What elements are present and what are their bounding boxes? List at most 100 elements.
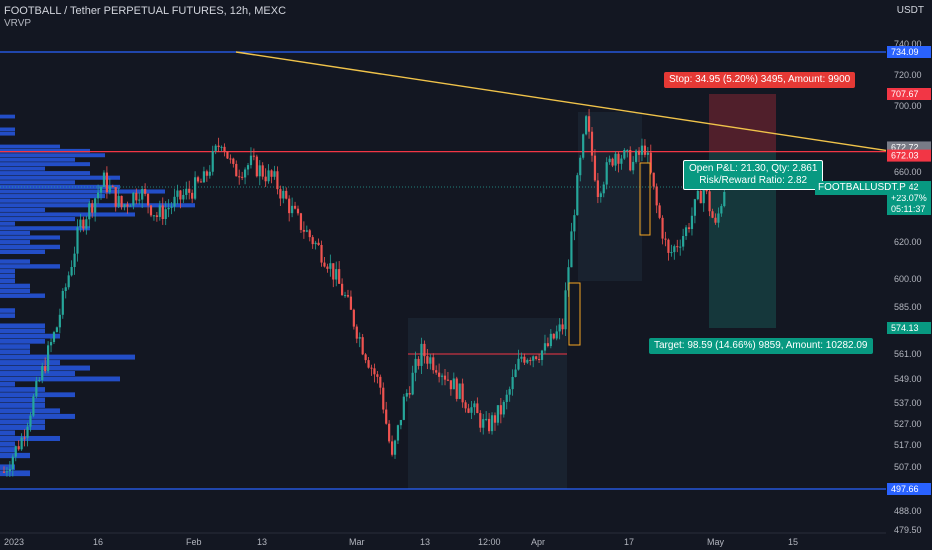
price-tick-label: 700.00 xyxy=(894,101,922,111)
candle-body xyxy=(196,177,200,182)
candle-body xyxy=(499,405,502,415)
candle-body xyxy=(217,145,220,148)
candle-body xyxy=(670,252,673,254)
candle-body xyxy=(226,151,229,159)
candle-body xyxy=(305,230,308,232)
candle-body xyxy=(279,189,282,199)
candle-body xyxy=(270,170,273,177)
candle-body xyxy=(285,190,288,199)
price-tick-label: 479.50 xyxy=(894,525,922,535)
candle-body xyxy=(199,181,203,183)
candle-body xyxy=(585,116,588,135)
candle-body xyxy=(173,196,176,207)
volume-profile-bar xyxy=(0,269,15,274)
candle-body xyxy=(693,199,696,216)
stop-zone[interactable] xyxy=(709,94,776,152)
volume-profile-bar xyxy=(0,408,60,414)
volume-profile-bar xyxy=(0,402,45,408)
volume-profile-bar xyxy=(0,114,15,119)
candle-body xyxy=(138,199,141,201)
candle-body xyxy=(549,333,552,347)
volume-profile-bar xyxy=(0,308,15,313)
price-axis-badge xyxy=(887,46,931,58)
volume-profile-bar xyxy=(0,344,30,349)
candle-body xyxy=(79,219,82,228)
candle-body xyxy=(352,309,355,327)
time-tick-label: 16 xyxy=(93,537,103,547)
candle-body xyxy=(311,237,314,245)
candle-body xyxy=(420,343,423,366)
candle-body xyxy=(620,158,623,164)
candle-body xyxy=(417,358,420,366)
volume-profile-bar xyxy=(0,180,75,185)
candle-body xyxy=(20,437,23,450)
volume-profile-bar xyxy=(0,278,15,284)
trendline[interactable] xyxy=(235,51,887,152)
candle-body xyxy=(673,246,676,253)
candle-body xyxy=(393,440,397,455)
time-tick-label: Mar xyxy=(349,537,365,547)
candle-body xyxy=(17,446,20,450)
candle-body xyxy=(326,266,329,269)
candle-body xyxy=(2,471,6,473)
time-tick-label: Feb xyxy=(186,537,202,547)
candle-body xyxy=(438,372,441,377)
candle-body xyxy=(408,393,411,395)
candle-body xyxy=(449,380,452,390)
volume-profile-bar xyxy=(0,226,90,231)
candle-body xyxy=(14,446,17,457)
session-range-box xyxy=(578,112,642,281)
candle-body xyxy=(520,356,523,359)
price-axis-badge-text: 497.66 xyxy=(891,484,919,494)
candle-body xyxy=(390,441,394,455)
candle-body xyxy=(473,403,476,408)
candle-body xyxy=(343,295,347,297)
time-tick-label: 17 xyxy=(624,537,634,547)
candle-body xyxy=(552,333,555,339)
candle-body xyxy=(314,242,317,245)
candle-body xyxy=(288,198,291,214)
volume-profile-bar xyxy=(0,273,15,279)
candle-body xyxy=(335,269,338,280)
candle-body xyxy=(470,407,473,413)
price-axis-badge xyxy=(887,149,931,162)
candle-body xyxy=(126,204,129,207)
candle-body xyxy=(329,263,332,269)
candle-body xyxy=(502,401,505,415)
candle-body xyxy=(282,190,285,199)
volume-profile-bar xyxy=(0,354,135,360)
candle-body xyxy=(85,219,88,229)
candle-body xyxy=(649,152,652,173)
candle-body xyxy=(332,263,335,280)
candle-body xyxy=(488,418,491,432)
candle-body xyxy=(346,295,350,297)
volume-profile-bar xyxy=(0,244,60,250)
candle-body xyxy=(214,145,217,151)
candle-body xyxy=(505,394,508,402)
candle-body xyxy=(358,337,361,339)
candle-body xyxy=(202,171,206,183)
candle-body xyxy=(496,405,500,423)
candle-body xyxy=(191,192,194,199)
candle-body xyxy=(596,180,599,198)
candle-body xyxy=(676,246,679,248)
candle-body xyxy=(376,374,379,377)
candle-body xyxy=(614,153,617,166)
candle-body xyxy=(243,169,247,178)
volume-profile-bar xyxy=(0,293,45,298)
candle-body xyxy=(293,205,297,209)
candle-body xyxy=(523,356,526,363)
candle-body xyxy=(264,176,267,182)
candle-body xyxy=(158,205,161,217)
price-tick-label: 585.00 xyxy=(894,302,922,312)
price-tick-label: 660.00 xyxy=(894,167,922,177)
indicator-label[interactable]: VRVP xyxy=(4,18,32,29)
candle-body xyxy=(241,176,244,178)
candle-body xyxy=(587,116,591,132)
candle-body xyxy=(49,342,53,346)
price-tick-label: 740.00 xyxy=(894,39,922,49)
volume-profile-bar xyxy=(0,371,75,376)
candle-body xyxy=(529,359,532,361)
candle-body xyxy=(29,415,32,427)
